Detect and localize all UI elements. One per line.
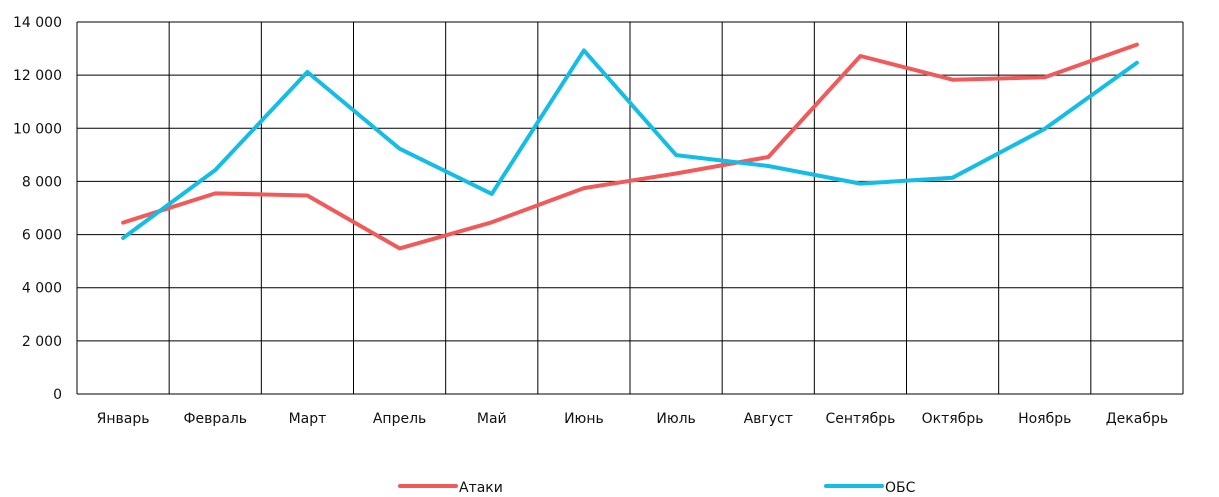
x-tick-label: Сентябрь xyxy=(825,411,895,427)
data-point xyxy=(767,165,769,167)
data-point xyxy=(583,187,585,189)
y-tick-label: 0 xyxy=(53,387,62,403)
series-line-0 xyxy=(121,42,1139,251)
data-point xyxy=(306,71,308,73)
y-tick-label: 2 000 xyxy=(22,334,62,350)
data-point xyxy=(399,247,401,249)
data-point xyxy=(122,222,124,224)
legend-item-1: ОБС xyxy=(824,480,916,496)
data-point xyxy=(491,193,493,195)
x-tick-label: Февраль xyxy=(183,411,247,427)
y-tick-label: 6 000 xyxy=(22,228,62,244)
data-point xyxy=(122,237,124,239)
x-tick-label: Декабрь xyxy=(1106,411,1168,427)
data-point xyxy=(491,221,493,223)
series-line-1 xyxy=(121,48,1139,240)
data-point xyxy=(859,183,861,185)
data-point xyxy=(1136,62,1138,64)
data-point xyxy=(1044,128,1046,130)
x-tick-label: Апрель xyxy=(373,411,426,427)
data-point xyxy=(1136,44,1138,46)
y-tick-label: 4 000 xyxy=(22,281,62,297)
y-tick-label: 14 000 xyxy=(13,15,62,31)
y-tick-label: 12 000 xyxy=(13,68,62,84)
legend-label: ОБС xyxy=(885,480,916,496)
x-tick-label: Август xyxy=(744,411,793,427)
data-point xyxy=(952,177,954,179)
x-tick-label: Май xyxy=(477,411,507,427)
x-tick-label: Январь xyxy=(97,411,150,427)
legend: Атаки ОБС xyxy=(398,480,916,496)
data-point xyxy=(214,169,216,171)
data-point xyxy=(1044,76,1046,78)
data-point xyxy=(952,79,954,81)
series-lines xyxy=(121,42,1139,251)
data-point xyxy=(399,148,401,150)
data-point xyxy=(214,192,216,194)
x-tick-label: Июнь xyxy=(564,411,604,427)
data-point xyxy=(859,55,861,57)
x-tick-label: Октябрь xyxy=(922,411,984,427)
legend-item-0: Атаки xyxy=(398,480,503,496)
data-point xyxy=(675,172,677,174)
y-tick-label: 10 000 xyxy=(13,121,62,137)
x-tick-label: Ноябрь xyxy=(1018,411,1071,427)
legend-label: Атаки xyxy=(459,480,503,496)
x-axis-ticks: Январь Февраль Март Апрель Май Июнь Июль Август… xyxy=(97,411,1168,427)
x-tick-label: Март xyxy=(289,411,327,427)
data-point xyxy=(306,195,308,197)
y-axis-ticks: 0 2 000 4 000 6 000 8 000 10 000 12 000 14 000 xyxy=(13,15,62,403)
y-tick-label: 8 000 xyxy=(22,174,62,190)
data-point xyxy=(675,154,677,156)
data-point xyxy=(767,156,769,158)
x-tick-label: Июль xyxy=(656,411,695,427)
data-point xyxy=(583,49,585,51)
